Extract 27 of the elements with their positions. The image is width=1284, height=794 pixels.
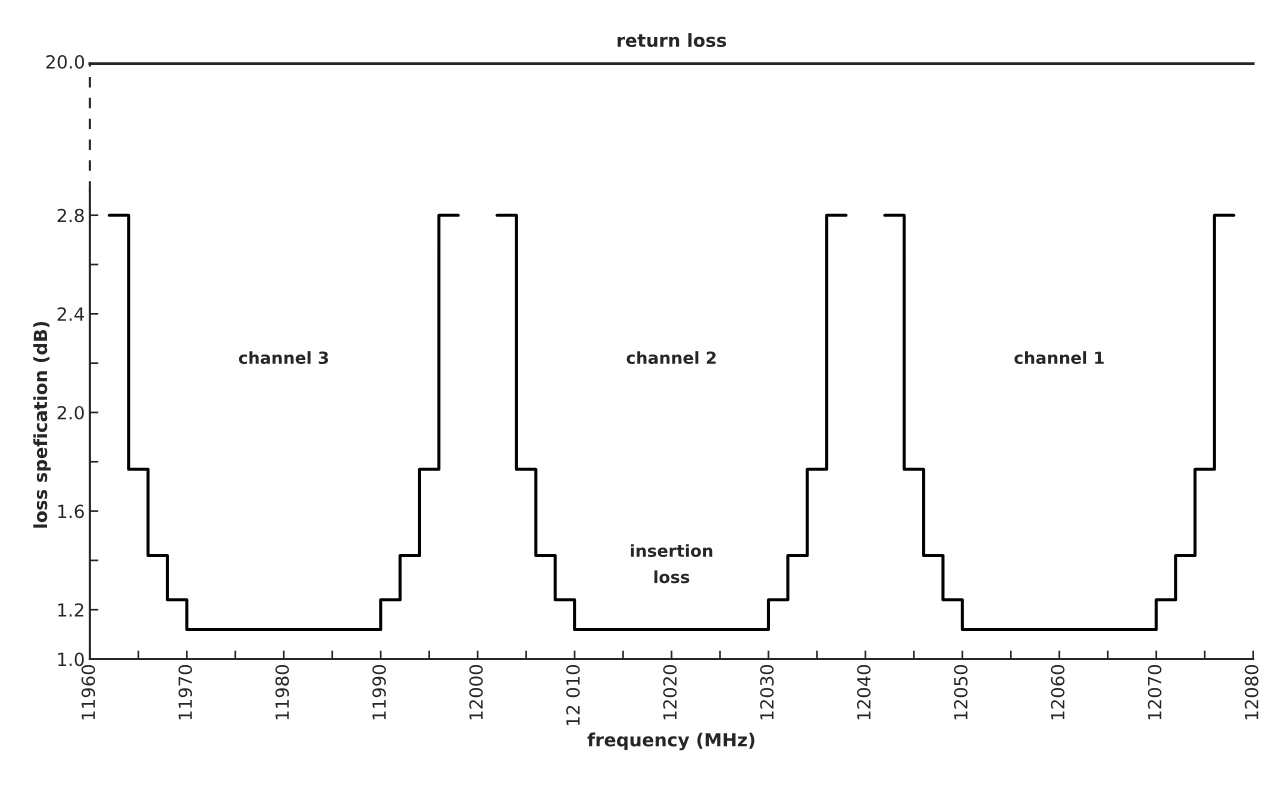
text: return loss	[617, 33, 727, 48]
x-tick-label: 11970	[178, 665, 193, 720]
x-tick-label: 11990	[372, 665, 386, 720]
y-tick-label: 1.2	[58, 603, 84, 617]
annotation: channel 1	[1014, 351, 1104, 365]
x-tick-label: 12000	[469, 665, 483, 720]
x-tick-label: 12050	[953, 665, 968, 720]
y-tick-label: 2.0	[57, 405, 84, 420]
x-tick-label: 11980	[275, 665, 289, 720]
annotation: insertion loss	[630, 544, 713, 584]
y-axis-title: loss spefication (dB)	[33, 321, 51, 528]
x-tick-label: 12020	[663, 665, 677, 720]
x-axis-title: frequency (MHz)	[587, 732, 755, 751]
y-tick-label: 1.6	[58, 504, 84, 519]
annotation: channel 2	[626, 351, 716, 365]
text: 20.0	[46, 55, 85, 69]
x-tick-label: 12030	[760, 665, 774, 720]
x-tick-label: 12 010	[566, 665, 580, 726]
x-tick-label: 12070	[1147, 665, 1162, 720]
x-tick-label: 11960	[81, 665, 96, 720]
annotation: channel 3	[238, 351, 329, 365]
y-tick-label: 1.0	[58, 652, 84, 667]
x-tick-label: 12080	[1244, 665, 1259, 720]
y-tick-label: 2.8	[57, 208, 84, 223]
x-tick-label: 12060	[1050, 665, 1065, 720]
y-tick-label: 2.4	[57, 307, 85, 321]
x-tick-label: 12040	[857, 665, 871, 720]
